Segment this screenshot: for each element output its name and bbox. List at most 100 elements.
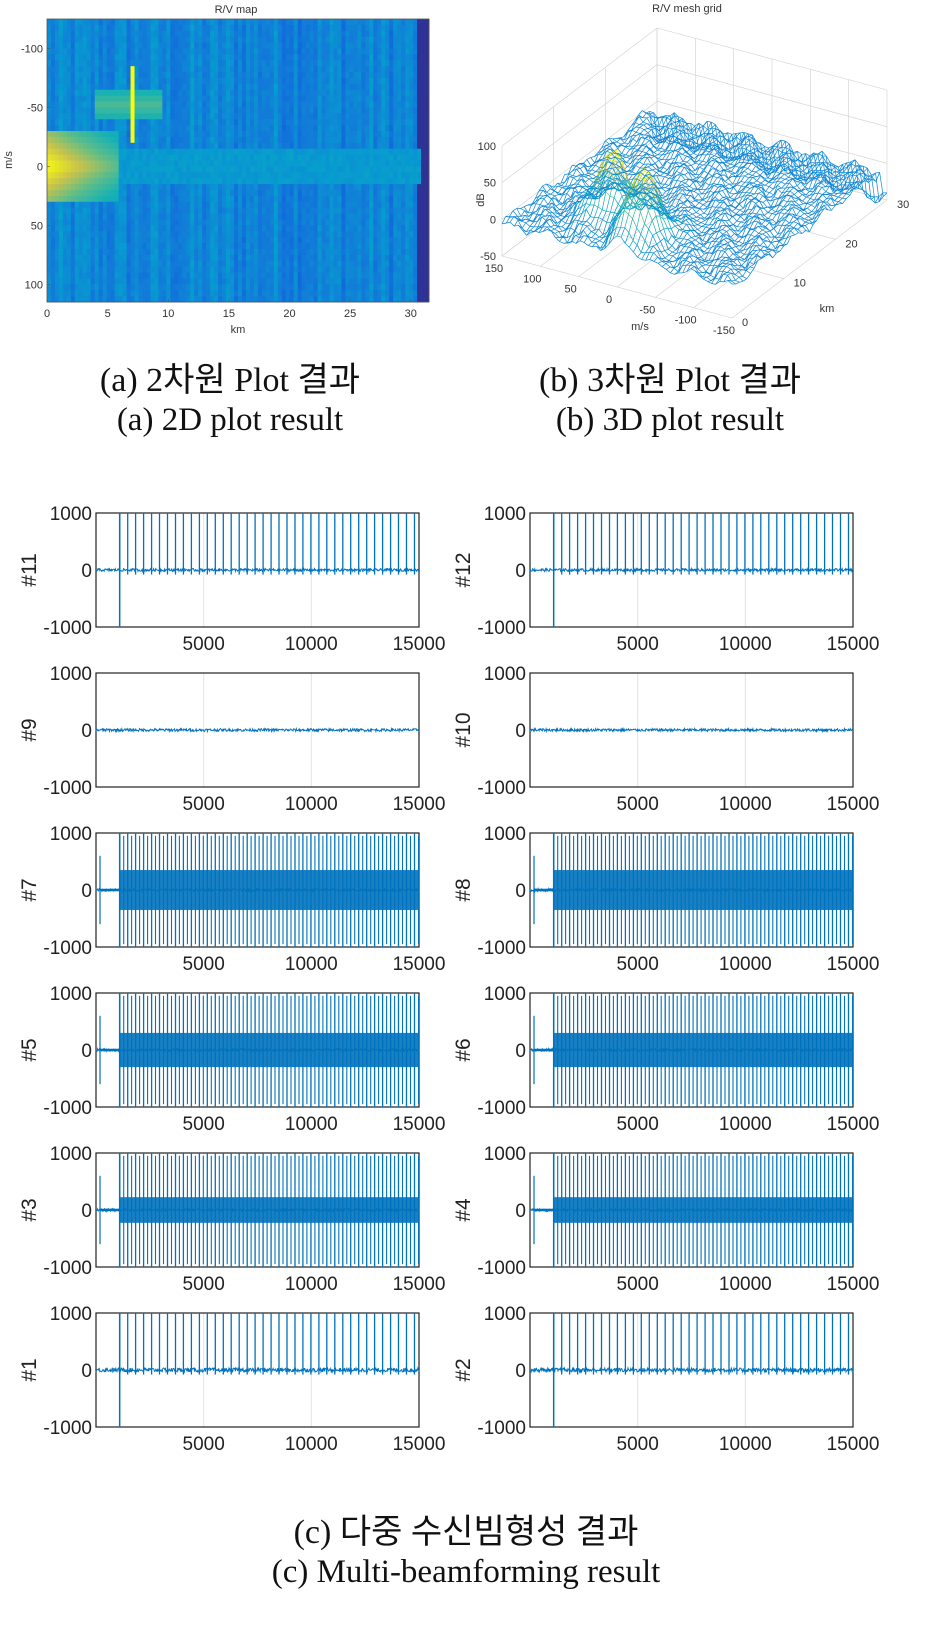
heatmap-cell (333, 225, 338, 232)
heatmap-cell (377, 131, 382, 138)
heatmap-cell (122, 54, 127, 61)
heatmap-cell (393, 107, 398, 114)
heatmap-cell (353, 219, 358, 226)
heatmap-cell (297, 184, 303, 191)
heatmap-cell (142, 119, 147, 126)
heatmap-cell (253, 213, 259, 220)
heatmap-cell (182, 237, 187, 244)
heatmap-cell (273, 243, 279, 250)
heatmap-cell (90, 48, 96, 55)
heatmap-cell (86, 77, 92, 85)
heatmap-cell (333, 166, 338, 173)
heatmap-cell (106, 207, 112, 214)
heatmap-cell (241, 266, 247, 273)
heatmap-cell (253, 60, 259, 67)
heatmap-cell (94, 136, 100, 144)
heatmap-cell (174, 48, 179, 55)
heatmap-cell (317, 42, 322, 49)
heatmap-cell (273, 231, 279, 238)
heatmap-cell (385, 225, 390, 232)
heatmap-cell (425, 195, 430, 203)
heatmap-cell (114, 243, 120, 250)
heatmap-cell (94, 148, 100, 156)
heatmap-cell (74, 154, 80, 161)
heatmap-cell (122, 30, 127, 38)
mesh-line (646, 116, 651, 119)
heatmap-cell (154, 136, 159, 144)
heatmap-cell (50, 243, 56, 250)
heatmap-cell (313, 290, 318, 297)
heatmap-cell (214, 195, 219, 203)
heatmap-cell (253, 101, 259, 108)
mesh-line (547, 198, 552, 205)
heatmap-cell (206, 36, 211, 43)
heatmap-cell (47, 101, 52, 108)
heatmap-cell (158, 213, 163, 220)
heatmap-cell (401, 178, 406, 185)
mesh-line (626, 163, 632, 167)
heatmap-cell (54, 254, 60, 262)
heatmap-cell (134, 184, 139, 191)
heatmap-cell (401, 272, 406, 279)
heatmap-cell (369, 154, 374, 161)
heatmap-cell (413, 195, 418, 203)
heatmap-cell (321, 148, 326, 156)
heatmap-cell (142, 178, 147, 185)
heatmap-cell (393, 66, 398, 73)
heatmap-cell (190, 189, 195, 197)
heatmap-cell (365, 296, 370, 303)
heatmap-cell (377, 290, 382, 297)
heatmap-cell (337, 189, 342, 197)
heatmap-cell (265, 207, 271, 214)
heatmap-cell (353, 172, 358, 179)
heatmap-cell (210, 213, 215, 220)
heatmap-cell (106, 107, 112, 114)
heatmap-cell (130, 77, 135, 85)
heatmap-cell (182, 213, 187, 220)
heatmap-cell (62, 201, 68, 209)
heatmap-cell (234, 225, 239, 232)
heatmap-cell (47, 178, 52, 185)
heatmap-cell (158, 89, 163, 97)
heatmap-cell (305, 107, 311, 114)
heatmap-cell (154, 89, 159, 97)
heatmap-cell (50, 131, 56, 138)
heatmap-cell (158, 160, 163, 167)
heatmap-cell (321, 160, 326, 167)
heatmap-cell (226, 172, 231, 179)
heatmap-cell (218, 166, 223, 173)
heatmap-cell (401, 154, 406, 161)
heatmap-cell (86, 195, 92, 203)
heatmap-cell (393, 160, 398, 167)
heatmap-cell (90, 72, 96, 79)
heatmap-cell (210, 136, 215, 144)
heatmap-cell (269, 219, 275, 226)
heatmap-cell (62, 42, 68, 49)
heatmap-cell (190, 219, 195, 226)
heatmap-cell (210, 248, 215, 256)
heatmap-cell (313, 189, 318, 197)
heatmap-cell (373, 19, 378, 26)
heatmap-cell (417, 266, 422, 273)
heatmap-cell (158, 272, 163, 279)
heatmap-cell (409, 207, 414, 214)
heatmap-cell (134, 77, 139, 85)
heatmap-cell (162, 254, 167, 262)
heatmap-cell (245, 77, 251, 85)
mesh-line (597, 147, 602, 153)
heatmap-cell (405, 237, 410, 244)
heatmap-cell (301, 131, 307, 138)
heatmap-cell (277, 24, 283, 32)
heatmap-cell (106, 101, 112, 108)
heatmap-cell (194, 54, 199, 61)
heatmap-cell (90, 148, 96, 156)
heatmap-cell (154, 95, 159, 102)
heatmap-cell (214, 107, 219, 114)
heatmap-cell (337, 113, 342, 120)
heatmap-cell (345, 266, 350, 273)
heatmap-cell (150, 107, 155, 114)
heatmap-cell (297, 131, 303, 138)
heatmap-cell (389, 237, 394, 244)
heatmap-cell (337, 24, 342, 32)
heatmap-cell (369, 219, 374, 226)
